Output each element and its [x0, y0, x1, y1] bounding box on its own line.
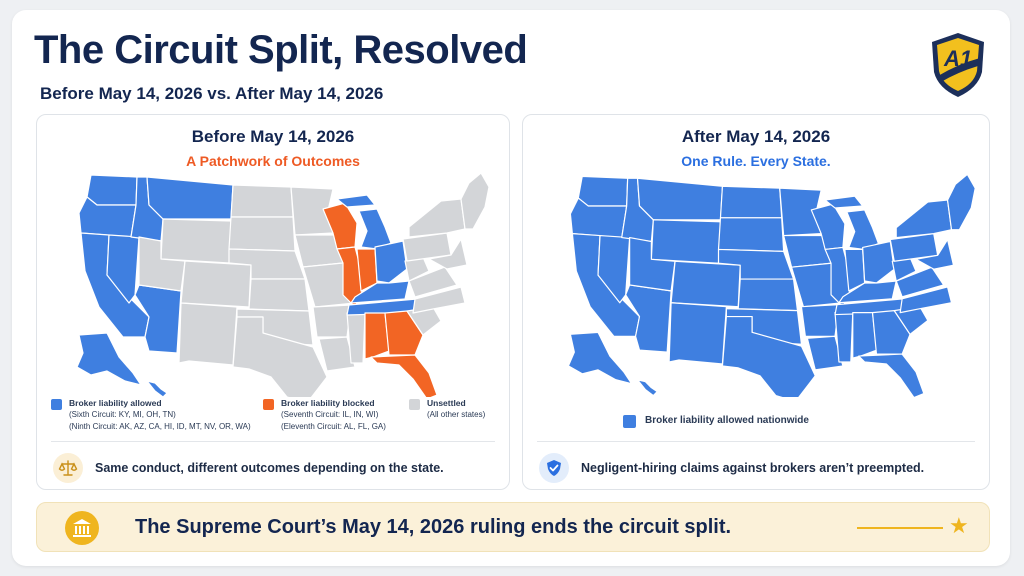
- before-title: Before May 14, 2026: [191, 127, 355, 146]
- legend-blocked-detail-2: (Eleventh Circuit: AL, FL, GA): [281, 422, 386, 431]
- logo-text: A1: [943, 46, 972, 71]
- legend-allowed-label: Broker liability allowed: [69, 398, 162, 408]
- map-state-VA: [895, 266, 945, 298]
- legend-nationwide-label: Broker liability allowed nationwide: [645, 415, 809, 426]
- map-state-WY: [650, 219, 722, 264]
- map-state-WA: [577, 175, 629, 207]
- banner-text: The Supreme Court’s May 14, 2026 ruling …: [135, 516, 732, 538]
- courthouse-icon: [65, 511, 99, 545]
- map-state-NC: [412, 286, 466, 314]
- map-state-FL: [858, 353, 925, 397]
- map-state-VA: [408, 266, 458, 298]
- legend-unsettled-detail: (All other states): [427, 410, 486, 419]
- before-divider: [51, 441, 495, 442]
- legend-unsettled-label: Unsettled: [427, 398, 466, 408]
- map-state-HI: [636, 379, 658, 397]
- map-state-KS: [737, 278, 799, 312]
- legend-swatch-nationwide: [623, 415, 636, 428]
- legend-allowed-detail-1: (Sixth Circuit: KY, MI, OH, TN): [69, 410, 176, 419]
- map-state-SD: [228, 216, 296, 252]
- map-state-NM: [178, 302, 238, 366]
- shield-check-icon: [539, 453, 569, 483]
- after-note-text: Negligent-hiring claims against brokers …: [581, 461, 925, 475]
- legend-blocked-detail-1: (Seventh Circuit: IL, IN, WI): [281, 410, 379, 419]
- map-state-MI: [846, 209, 880, 251]
- map-state-NY: [895, 199, 953, 239]
- map-state-TX: [232, 316, 328, 397]
- map-state-GA: [384, 310, 424, 356]
- map-state-AR: [312, 304, 352, 338]
- map-state-AZ: [625, 284, 672, 353]
- before-note-text: Same conduct, different outcomes dependi…: [95, 461, 444, 475]
- after-us-map: [567, 173, 976, 397]
- page-subtitle: Before May 14, 2026 vs. After May 14, 20…: [40, 84, 384, 103]
- map-state-LA: [318, 336, 356, 372]
- map-state-AL: [852, 312, 878, 359]
- map-state-AZ: [134, 284, 182, 354]
- legend-swatch-blocked: [263, 399, 274, 410]
- before-panel: Before May 14, 2026 A Patchwork of Outco…: [36, 114, 510, 490]
- map-state-AK: [567, 331, 633, 385]
- map-state-WA: [86, 174, 138, 206]
- map-state-OH: [862, 240, 895, 284]
- map-state-FL: [370, 354, 438, 397]
- before-us-map: [76, 172, 490, 397]
- map-state-MI-UP: [824, 195, 864, 209]
- after-divider: [537, 441, 975, 442]
- map-state-AL: [364, 312, 390, 360]
- after-title: After May 14, 2026: [681, 127, 831, 146]
- map-state-OH: [374, 240, 408, 284]
- map-state-New-England: [460, 172, 490, 230]
- after-panel: After May 14, 2026 One Rule. Every State…: [522, 114, 990, 490]
- map-state-SD: [717, 217, 785, 252]
- before-note: Same conduct, different outcomes dependi…: [53, 453, 444, 483]
- legend-allowed-detail-2: (Ninth Circuit: AK, AZ, CA, HI, ID, MT, …: [69, 422, 251, 431]
- map-state-GA: [871, 310, 911, 355]
- map-state-New-England: [946, 173, 976, 231]
- map-state-AK: [76, 332, 142, 386]
- legend-allowed: Broker liability allowed (Sixth Circuit:…: [51, 397, 261, 433]
- star-icon: ★: [949, 513, 969, 538]
- map-state-HI: [146, 380, 168, 397]
- map-state-NY: [408, 198, 466, 238]
- map-state-CO: [180, 260, 252, 308]
- a1-logo-icon: A1: [932, 33, 984, 97]
- map-state-NC: [899, 286, 953, 314]
- legend-blocked-label: Broker liability blocked: [281, 398, 375, 408]
- after-note: Negligent-hiring claims against brokers …: [539, 453, 924, 483]
- map-state-WY: [160, 218, 232, 264]
- map-state-MD-DE-NJ: [428, 238, 468, 270]
- legend-swatch-unsettled: [409, 399, 420, 410]
- map-state-LA: [806, 335, 844, 371]
- before-subtitle: A Patchwork of Outcomes: [186, 153, 360, 169]
- map-state-ND: [230, 184, 294, 218]
- conclusion-banner: The Supreme Court’s May 14, 2026 ruling …: [36, 502, 990, 552]
- map-state-ND: [719, 185, 783, 219]
- map-state-MI-UP: [336, 194, 376, 208]
- map-state-MT: [636, 177, 724, 221]
- map-state-CO: [670, 260, 741, 308]
- map-state-KS: [248, 278, 310, 312]
- map-state-MI: [358, 208, 392, 250]
- map-state-MT: [146, 176, 234, 220]
- map-state-TX: [721, 315, 816, 397]
- scales-icon: [53, 453, 83, 483]
- map-state-MD-DE-NJ: [915, 238, 955, 270]
- legend-nationwide: Broker liability allowed nationwide: [623, 415, 883, 428]
- map-state-AR: [800, 304, 840, 337]
- after-subtitle: One Rule. Every State.: [681, 153, 831, 169]
- legend-swatch-allowed: [51, 399, 62, 410]
- page-title: The Circuit Split, Resolved: [34, 28, 528, 72]
- banner-accent-line: [857, 527, 943, 529]
- legend-blocked: Broker liability blocked (Seventh Circui…: [263, 397, 413, 433]
- map-state-NM: [668, 302, 727, 365]
- legend-unsettled: Unsettled (All other states): [409, 397, 505, 421]
